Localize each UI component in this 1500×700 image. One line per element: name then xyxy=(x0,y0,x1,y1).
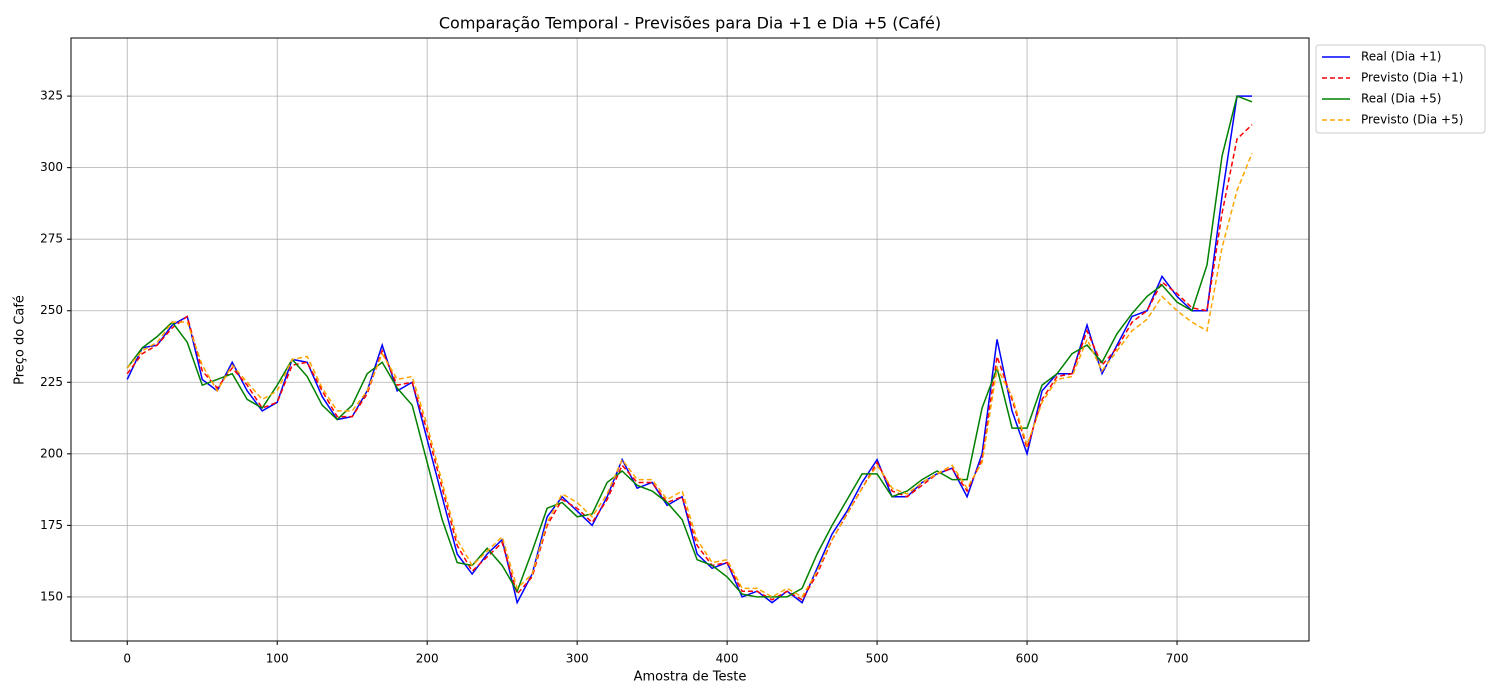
y-tick-label: 275 xyxy=(40,232,63,246)
chart-title: Comparação Temporal - Previsões para Dia… xyxy=(439,14,941,33)
line-series xyxy=(126,124,1253,601)
y-tick-label: 250 xyxy=(40,303,63,317)
line-series xyxy=(126,95,1253,598)
legend-box xyxy=(1315,44,1486,134)
x-tick-label: 500 xyxy=(866,652,889,666)
x-tick-label: 100 xyxy=(266,652,289,666)
x-tick-label: 400 xyxy=(716,652,739,666)
x-axis-label: Amostra de Teste xyxy=(634,670,747,685)
y-tick-label: 325 xyxy=(40,89,63,103)
y-tick-label: 200 xyxy=(40,446,63,460)
line-series xyxy=(126,95,1253,605)
y-tick-label: 150 xyxy=(40,589,63,603)
y-tick-label: 175 xyxy=(40,518,63,532)
legend-label: Real (Dia +1) xyxy=(1361,50,1441,64)
y-tick-label: 225 xyxy=(40,375,63,389)
line-series xyxy=(126,153,1253,598)
x-tick-label: 300 xyxy=(566,652,589,666)
x-tick-label: 600 xyxy=(1016,652,1039,666)
y-axis-label: Preço do Café xyxy=(13,295,28,385)
plot-frame xyxy=(70,37,1310,642)
x-tick-label: 200 xyxy=(416,652,439,666)
legend-label: Previsto (Dia +5) xyxy=(1361,113,1463,127)
legend-label: Previsto (Dia +1) xyxy=(1361,71,1463,85)
legend-label: Real (Dia +5) xyxy=(1361,92,1441,106)
y-tick-label: 300 xyxy=(40,160,63,174)
x-tick-label: 0 xyxy=(123,652,131,666)
x-tick-label: 700 xyxy=(1166,652,1189,666)
